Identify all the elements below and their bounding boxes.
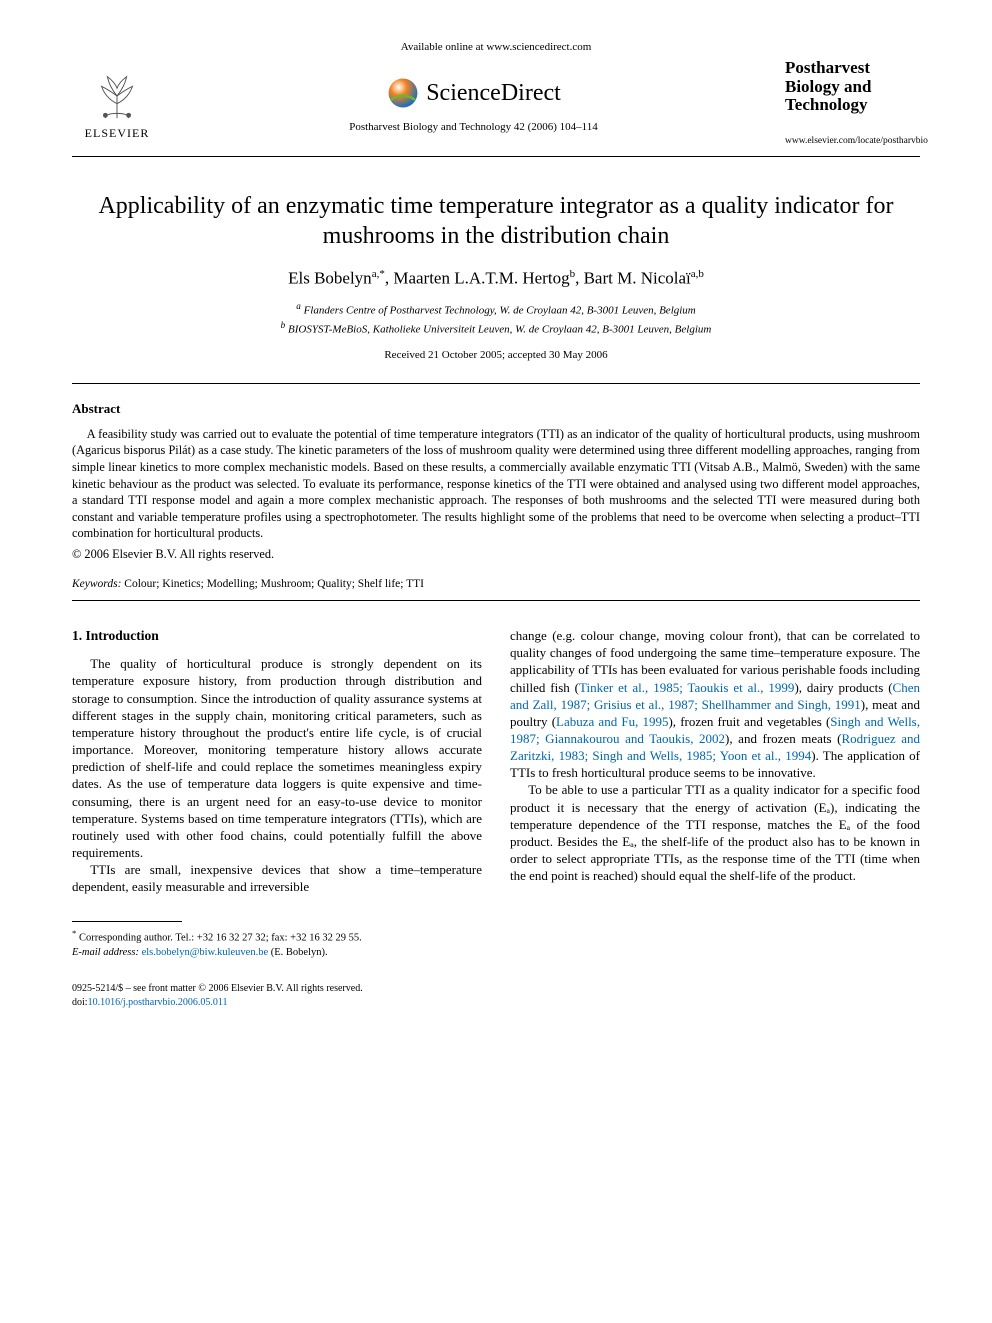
keywords-list: Colour; Kinetics; Modelling; Mushroom; Q… — [121, 578, 424, 590]
elsevier-tree-icon — [88, 65, 146, 123]
doi-link[interactable]: 10.1016/j.postharvbio.2006.05.011 — [88, 997, 228, 1008]
right-column: change (e.g. colour change, moving colou… — [510, 627, 920, 960]
author-3-name: Bart M. Nicolaï — [584, 268, 691, 287]
body-columns: 1. Introduction The quality of horticult… — [72, 627, 920, 960]
intro-para-4: To be able to use a particular TTI as a … — [510, 781, 920, 884]
sciencedirect-ball-icon — [386, 76, 420, 110]
footer-copyright: 0925-5214/$ – see front matter © 2006 El… — [72, 982, 920, 996]
footnote-email-label: E-mail address: — [72, 947, 139, 958]
cite-labuza[interactable]: Labuza and Fu, 1995 — [556, 714, 668, 729]
journal-reference: Postharvest Biology and Technology 42 (2… — [162, 120, 785, 135]
author-1-name: Els Bobelyn — [288, 268, 372, 287]
page-footer: 0925-5214/$ – see front matter © 2006 El… — [72, 982, 920, 1009]
journal-name-3: Technology — [785, 96, 920, 115]
intro-para-3: change (e.g. colour change, moving colou… — [510, 627, 920, 781]
keywords-line: Keywords: Colour; Kinetics; Modelling; M… — [72, 577, 920, 593]
authors-line: Els Bobelyna,*, Maarten L.A.T.M. Hertogb… — [72, 267, 920, 291]
horizontal-rule-1 — [72, 383, 920, 384]
header-row: ELSEVIER ScienceDirect Postharvest Biolo… — [72, 59, 920, 157]
horizontal-rule-2 — [72, 600, 920, 601]
author-1-affil: a,* — [372, 268, 385, 280]
sciencedirect-logo: ScienceDirect — [162, 76, 785, 110]
article-title: Applicability of an enzymatic time tempe… — [72, 191, 920, 251]
doi-label: doi: — [72, 997, 88, 1008]
author-2-name: Maarten L.A.T.M. Hertog — [393, 268, 569, 287]
cite-tinker-taoukis[interactable]: Tinker et al., 1985; Taoukis et al., 199… — [579, 680, 794, 695]
author-3-affil: a,b — [691, 268, 704, 280]
affiliation-b: b BIOSYST-MeBioS, Katholieke Universitei… — [72, 319, 920, 338]
journal-name-2: Biology and — [785, 78, 920, 97]
center-header: ScienceDirect Postharvest Biology and Te… — [162, 72, 785, 135]
left-column: 1. Introduction The quality of horticult… — [72, 627, 482, 960]
abstract-text: A feasibility study was carried out to e… — [72, 426, 920, 542]
footnote-email-link[interactable]: els.bobelyn@biw.kuleuven.be — [142, 947, 269, 958]
abstract-heading: Abstract — [72, 400, 920, 418]
journal-url: www.elsevier.com/locate/postharvbio — [785, 135, 920, 148]
article-dates: Received 21 October 2005; accepted 30 Ma… — [72, 348, 920, 363]
author-sep-2: , — [575, 268, 584, 287]
section-1-heading: 1. Introduction — [72, 627, 482, 645]
journal-title-block: Postharvest Biology and Technology www.e… — [785, 59, 920, 148]
corresponding-footnote: * Corresponding author. Tel.: +32 16 32 … — [72, 928, 482, 960]
abstract-copyright: © 2006 Elsevier B.V. All rights reserved… — [72, 546, 920, 563]
intro-para-2: TTIs are small, inexpensive devices that… — [72, 861, 482, 895]
intro-para-1: The quality of horticultural produce is … — [72, 655, 482, 861]
elsevier-logo-block: ELSEVIER — [72, 65, 162, 141]
keywords-label: Keywords: — [72, 578, 121, 590]
affiliation-a: a Flanders Centre of Postharvest Technol… — [72, 300, 920, 319]
footnote-corr-text: Corresponding author. Tel.: +32 16 32 27… — [79, 933, 362, 944]
available-online-text: Available online at www.sciencedirect.co… — [72, 40, 920, 55]
journal-name-1: Postharvest — [785, 59, 920, 78]
abstract-body: A feasibility study was carried out to e… — [72, 426, 920, 542]
footnote-rule — [72, 921, 182, 922]
sciencedirect-text: ScienceDirect — [426, 77, 561, 109]
footnote-email-who: (E. Bobelyn). — [271, 947, 328, 958]
elsevier-label: ELSEVIER — [85, 125, 150, 141]
